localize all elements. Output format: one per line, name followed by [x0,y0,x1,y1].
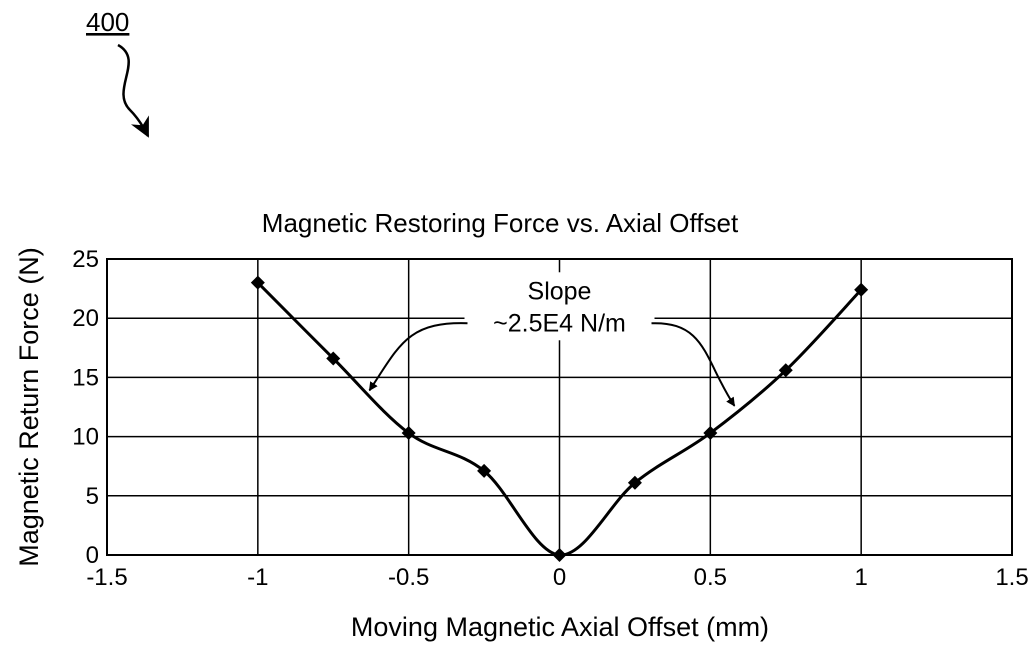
y-tick-label: 15 [72,364,99,391]
x-tick-label: 0.5 [694,564,727,591]
y-axis-label: Magnetic Return Force (N) [14,247,44,567]
data-point [401,426,416,441]
annotation-background [464,272,655,341]
figure-number-arrow [117,43,150,138]
chart-title: Magnetic Restoring Force vs. Axial Offse… [262,208,739,238]
x-tick-label: -1 [247,564,268,591]
data-point [477,463,492,478]
data-point [326,351,341,366]
data-point [778,363,793,378]
y-tick-label: 10 [72,424,99,451]
y-tick-label: 20 [72,305,99,332]
y-tick-labels: 0 5 10 15 20 25 [72,246,99,569]
x-tick-label: -1.5 [86,564,127,591]
data-point [627,475,642,490]
x-tick-label: -0.5 [388,564,429,591]
x-axis-label: Moving Magnetic Axial Offset (mm) [351,612,769,642]
figure-number: 400 [86,7,129,37]
data-point [552,548,567,562]
x-tick-labels: -1.5 -1 -0.5 0 0.5 1 1.5 [86,564,1028,591]
annotation-arrow-right [651,322,736,407]
y-tick-label: 5 [86,483,99,510]
x-tick-label: 0 [553,564,566,591]
x-tick-label: 1.5 [995,564,1028,591]
annotation-arrow-left [368,322,468,392]
annotation-line-2: ~2.5E4 N/m [493,309,626,337]
annotation-line-1: Slope [528,277,592,305]
y-tick-label: 25 [72,246,99,273]
series-markers [250,275,869,562]
data-point [703,426,718,441]
data-point [250,275,265,290]
y-tick-label: 0 [86,542,99,569]
x-tick-label: 1 [854,564,867,591]
data-point [854,282,869,297]
